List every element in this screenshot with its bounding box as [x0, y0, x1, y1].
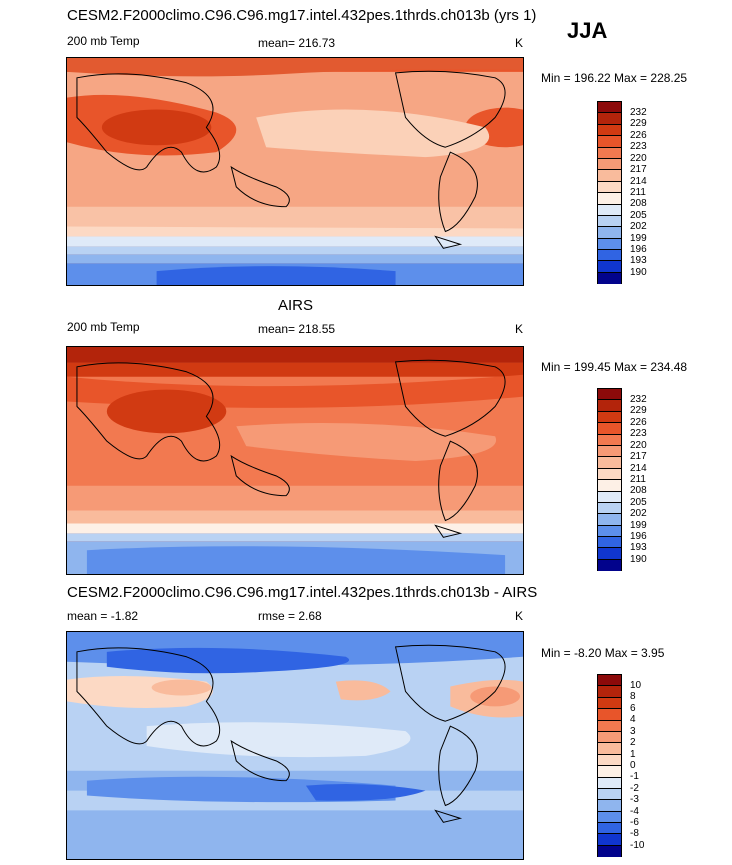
- panel2-units: K: [515, 322, 524, 336]
- tick: 214: [630, 463, 647, 474]
- tick: 196: [630, 244, 647, 255]
- tick: 0: [630, 760, 636, 771]
- panel1-mean-label: mean= 216.73: [258, 36, 336, 50]
- tick: 3: [630, 726, 636, 737]
- panel3-minmax: Min = -8.20 Max = 3.95: [541, 646, 665, 660]
- tick: -1: [630, 771, 639, 782]
- panel3-rmse-label: rmse = 2.68: [258, 609, 322, 623]
- panel2-minmax: Min = 199.45 Max = 234.48: [541, 360, 688, 374]
- panel3-map: [66, 631, 524, 860]
- panel3-title: CESM2.F2000climo.C96.C96.mg17.intel.432p…: [67, 584, 538, 601]
- tick: 232: [630, 107, 647, 118]
- tick: 229: [630, 405, 647, 416]
- tick: 193: [630, 255, 647, 266]
- tick: 217: [630, 451, 647, 462]
- panel3-colorbar: [597, 674, 622, 858]
- tick: -10: [630, 840, 645, 851]
- panel1-colorbar: [597, 101, 622, 285]
- tick: 223: [630, 428, 647, 439]
- panel1-minmax: Min = 196.22 Max = 228.25: [541, 71, 688, 85]
- tick: 220: [630, 153, 647, 164]
- panel1-units: K: [515, 36, 524, 50]
- panel3-mean-label: mean = -1.82: [67, 609, 139, 623]
- tick: -2: [630, 783, 639, 794]
- tick: 211: [630, 187, 646, 198]
- tick: 1: [630, 749, 636, 760]
- tick: 6: [630, 703, 636, 714]
- panel1-map: [66, 57, 524, 286]
- tick: 205: [630, 210, 647, 221]
- tick: 199: [630, 233, 647, 244]
- tick: -8: [630, 828, 639, 839]
- tick: 223: [630, 141, 647, 152]
- tick: 226: [630, 417, 647, 428]
- tick: 208: [630, 485, 647, 496]
- tick: 229: [630, 118, 647, 129]
- panel2-colorbar: [597, 388, 622, 572]
- panel3-units: K: [515, 609, 524, 623]
- tick: 220: [630, 440, 647, 451]
- tick: 205: [630, 497, 647, 508]
- tick: 202: [630, 508, 647, 519]
- tick: 4: [630, 714, 636, 725]
- panel1-variable-label: 200 mb Temp: [67, 34, 140, 48]
- tick: 190: [630, 554, 647, 565]
- tick: 193: [630, 542, 647, 553]
- tick: -3: [630, 794, 639, 805]
- panel2-variable-label: 200 mb Temp: [67, 320, 140, 334]
- tick: -6: [630, 817, 639, 828]
- tick: 232: [630, 394, 647, 405]
- panel2-mean-label: mean= 218.55: [258, 322, 336, 336]
- tick: 190: [630, 267, 647, 278]
- panel2-title: AIRS: [278, 297, 314, 314]
- tick: 199: [630, 520, 647, 531]
- tick: 208: [630, 198, 647, 209]
- tick: 2: [630, 737, 636, 748]
- tick: 196: [630, 531, 647, 542]
- panel1-title: CESM2.F2000climo.C96.C96.mg17.intel.432p…: [67, 7, 537, 24]
- tick: 211: [630, 474, 646, 485]
- tick: 8: [630, 691, 636, 702]
- tick: -4: [630, 806, 639, 817]
- tick: 226: [630, 130, 647, 141]
- tick: 217: [630, 164, 647, 175]
- tick: 10: [630, 680, 642, 691]
- panel2-map: [66, 346, 524, 575]
- season-label: JJA: [567, 18, 608, 43]
- tick: 214: [630, 176, 647, 187]
- tick: 202: [630, 221, 647, 232]
